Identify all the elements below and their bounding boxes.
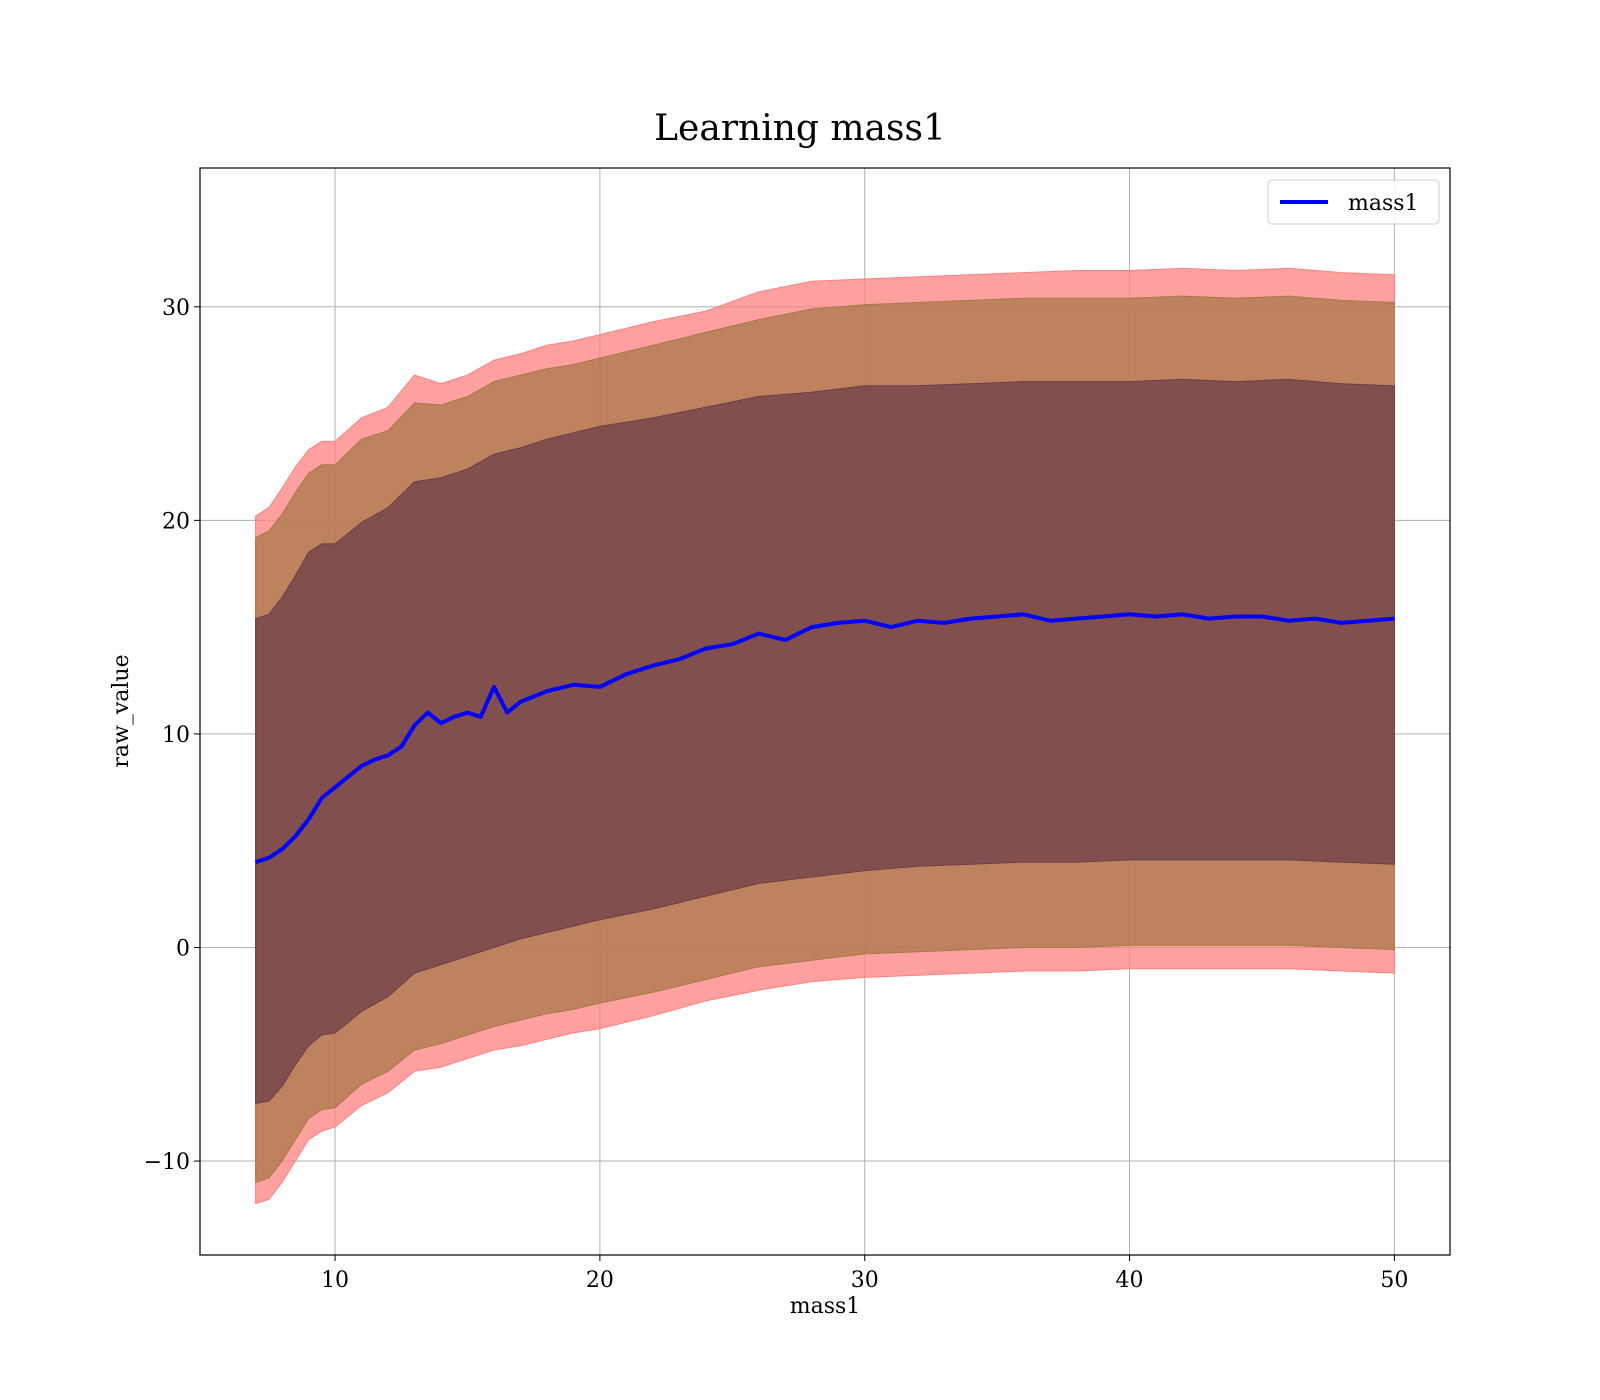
x-axis-ticks: 10 20 30 40 50 bbox=[321, 1255, 1408, 1293]
legend-label-mass1: mass1 bbox=[1348, 191, 1419, 216]
y-tick-label-30: 30 bbox=[162, 296, 190, 321]
x-axis-label: mass1 bbox=[790, 1294, 861, 1319]
confidence-bands bbox=[255, 267, 1395, 1205]
x-tick-label-50: 50 bbox=[1380, 1268, 1408, 1293]
x-tick-label-10: 10 bbox=[321, 1268, 349, 1293]
y-tick-label-10: 10 bbox=[162, 723, 190, 748]
plot-frame bbox=[199, 167, 1451, 1256]
y-axis-label: raw_value bbox=[109, 654, 134, 767]
series-line-mass1 bbox=[254, 612, 1395, 865]
y-tick-label-0: 0 bbox=[176, 936, 190, 961]
x-tick-label-40: 40 bbox=[1116, 1268, 1144, 1293]
chart-title: Learning mass1 bbox=[654, 108, 946, 149]
x-tick-label-30: 30 bbox=[851, 1268, 879, 1293]
band-inner bbox=[255, 378, 1395, 1104]
y-tick-label-20: 20 bbox=[162, 509, 190, 534]
legend: mass1 bbox=[1267, 179, 1440, 225]
y-tick-label--10: −10 bbox=[144, 1150, 190, 1175]
y-axis-ticks: −10 0 10 20 30 bbox=[144, 296, 200, 1175]
legend-box bbox=[1267, 179, 1440, 225]
x-tick-label-20: 20 bbox=[586, 1268, 614, 1293]
series-lines bbox=[254, 612, 1395, 865]
